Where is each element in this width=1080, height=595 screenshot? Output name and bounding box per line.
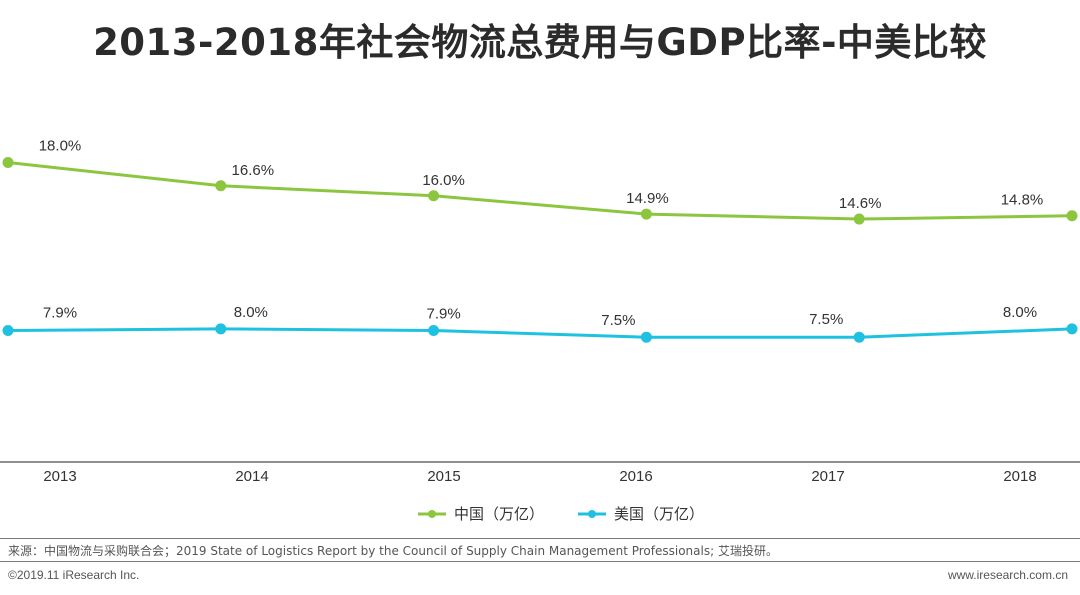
x-tick-label-2016: 2016	[619, 468, 652, 485]
data-point-us-2014	[215, 323, 227, 335]
page-title: 2013-2018年社会物流总费用与GDP比率-中美比较	[93, 21, 987, 64]
data-point-china-2013	[2, 156, 14, 168]
legend-item-us: 美国（万亿）	[578, 505, 704, 523]
data-label-china-2018: 14.8%	[1001, 192, 1044, 209]
data-point-us-2015	[428, 325, 440, 337]
footer-divider-top	[0, 538, 1080, 539]
x-axis-ticks: 2013 2014 2015 2016 2017 2018	[43, 468, 1036, 485]
data-point-china-2015	[428, 190, 440, 202]
legend-label: 中国（万亿）	[454, 505, 544, 523]
data-point-us-2017	[853, 331, 865, 343]
series-line-china	[6, 160, 1074, 221]
data-point-us-2018	[1066, 323, 1078, 335]
x-tick-label-2015: 2015	[427, 468, 460, 485]
x-tick-label-2017: 2017	[811, 468, 844, 485]
data-label-china-2014: 16.6%	[232, 162, 275, 179]
data-label-us-2018: 8.0%	[1003, 304, 1037, 321]
legend-swatch-marker	[428, 510, 436, 518]
data-label-china-2015: 16.0%	[422, 172, 465, 189]
legend-label: 美国（万亿）	[614, 505, 704, 523]
footer-divider-bottom	[0, 561, 1080, 562]
data-point-us-2013	[2, 325, 14, 337]
data-point-china-2016	[640, 208, 652, 220]
data-labels: 18.0% 16.6% 16.0% 14.9% 14.6% 14.8% 7.9% 8.0% 7.…	[39, 137, 1044, 329]
legend-swatch-marker	[588, 510, 596, 518]
website-link[interactable]: www.iresearch.com.cn	[947, 568, 1068, 582]
legend-item-china: 中国（万亿）	[418, 505, 544, 523]
x-tick-label-2018: 2018	[1003, 468, 1036, 485]
x-tick-label-2014: 2014	[235, 468, 268, 485]
data-label-us-2017: 7.5%	[809, 311, 843, 328]
series-layer	[2, 156, 1078, 343]
data-label-china-2013: 18.0%	[39, 137, 82, 154]
data-point-china-2018	[1066, 210, 1078, 222]
legend: 中国（万亿） 美国（万亿）	[418, 505, 704, 523]
data-label-china-2017: 14.6%	[839, 195, 882, 212]
data-point-us-2016	[640, 331, 652, 343]
series-line-us	[6, 327, 1074, 339]
data-label-us-2015: 7.9%	[426, 306, 460, 323]
x-tick-label-2013: 2013	[43, 468, 76, 485]
data-label-china-2016: 14.9%	[626, 190, 669, 207]
source-note: 来源：中国物流与采购联合会；2019 State of Logistics Re…	[8, 544, 778, 558]
data-label-us-2014: 8.0%	[234, 304, 268, 321]
data-label-us-2013: 7.9%	[43, 305, 77, 322]
data-point-china-2017	[853, 213, 865, 225]
data-point-china-2014	[215, 180, 227, 192]
data-label-us-2016: 7.5%	[601, 312, 635, 329]
copyright: ©2019.11 iResearch Inc.	[8, 568, 140, 582]
